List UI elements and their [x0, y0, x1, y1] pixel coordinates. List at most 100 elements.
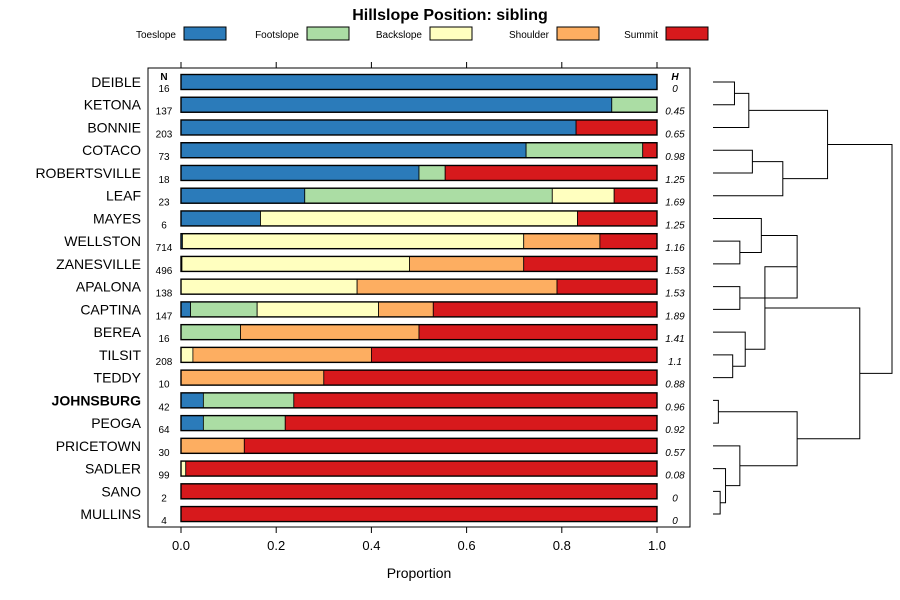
row-label-berea: BEREA — [94, 324, 142, 340]
row-label-sadler: SADLER — [85, 461, 141, 477]
bar-outline-robertsville — [180, 164, 658, 182]
row-label-apalona: APALONA — [76, 279, 142, 295]
bar-outline-berea — [180, 323, 658, 341]
bar-segment-cotaco-toeslope — [180, 142, 527, 159]
bar-segment-sano-summit — [180, 483, 658, 500]
bar-outline-mayes — [180, 210, 658, 227]
bar-outline-sano — [180, 483, 658, 500]
bar-segment-peoga-toeslope — [180, 415, 204, 432]
bar-outline-pricetown — [180, 437, 658, 455]
h-header: H — [671, 72, 679, 83]
bar-segment-tilsit-backslope — [180, 346, 194, 363]
chart-title: Hillslope Position: sibling — [352, 7, 548, 24]
count-berea: 16 — [158, 334, 170, 345]
row-label-sano: SANO — [101, 483, 141, 499]
h-value-bonnie: 0.65 — [665, 129, 685, 140]
dendrogram-link-7 — [713, 286, 741, 310]
bar-outline-captina — [180, 301, 658, 318]
h-value-cotaco: 0.98 — [665, 152, 685, 163]
x-axis: 0.0 0.2 0.4 0.6 0.8 1.0 — [172, 62, 666, 553]
bar-outline-sadler — [180, 460, 658, 477]
h-value-mayes: 1.25 — [665, 220, 685, 231]
bar-outline-apalona — [180, 278, 658, 295]
row-label-bonnie: BONNIE — [87, 119, 141, 135]
h-value-apalona: 1.53 — [665, 289, 685, 300]
legend-label-toeslope: Toeslope — [136, 30, 176, 41]
bar-outline-tilsit — [180, 346, 658, 364]
bar-segment-captina-shoulder — [378, 301, 434, 318]
bar-outline-mullins — [180, 505, 658, 523]
row-label-captina: CAPTINA — [80, 301, 141, 317]
bar-segment-peoga-footslope — [202, 415, 286, 432]
count-header: N — [160, 72, 167, 83]
bar-segment-mayes-toeslope — [180, 210, 261, 227]
count-sadler: 99 — [158, 471, 170, 482]
h-value-mullins: 0 — [672, 516, 678, 527]
row-label-mayes: MAYES — [93, 210, 141, 226]
dendrogram-link-10 — [713, 331, 746, 367]
x-tick-label-0-2: 0.2 — [267, 538, 285, 553]
bar-segment-cotaco-footslope — [525, 142, 644, 159]
row-labels: DEIBLE KETONA BONNIE COTACO ROBERTSVILLE LEAF… — [35, 74, 141, 522]
count-robertsville: 18 — [158, 175, 170, 186]
count-cotaco: 73 — [158, 152, 170, 163]
bar-segment-johnsburg-summit — [293, 392, 658, 409]
count-deible: 16 — [158, 84, 170, 95]
row-label-wellston: WELLSTON — [64, 233, 141, 249]
bar-segment-robertsville-toeslope — [180, 165, 420, 181]
h-value-johnsburg: 0.96 — [665, 402, 685, 413]
bar-segment-leaf-toeslope — [180, 187, 306, 204]
bar-segment-robertsville-footslope — [418, 165, 446, 181]
dendrogram-link-18 — [827, 144, 893, 374]
legend-swatch-toeslope — [183, 26, 227, 41]
bar-segment-bonnie-toeslope — [180, 119, 577, 136]
bar-segment-captina-toeslope — [180, 301, 191, 318]
dendrogram-link-15 — [713, 445, 741, 487]
bar-segment-berea-footslope — [180, 324, 241, 341]
h-value-peoga: 0.92 — [665, 425, 685, 436]
bar-segment-sadler-backslope — [180, 460, 187, 477]
bar-segment-mayes-summit — [577, 210, 658, 227]
bar-segment-pricetown-summit — [243, 437, 658, 454]
dendrogram-link-4 — [748, 109, 829, 180]
h-value-zanesville: 1.53 — [665, 266, 685, 277]
sample-counts: 1613720373182367144961381471620810426430… — [156, 84, 173, 527]
row-label-leaf: LEAF — [106, 188, 141, 204]
count-apalona: 138 — [156, 289, 173, 300]
count-sano: 2 — [161, 493, 167, 504]
dendrogram-link-16 — [718, 411, 798, 467]
count-tilsit: 208 — [156, 357, 173, 368]
count-captina: 147 — [156, 311, 173, 322]
dendrogram-link-1 — [713, 92, 750, 128]
bar-segment-tilsit-summit — [370, 346, 658, 363]
h-value-robertsville: 1.25 — [665, 175, 685, 186]
bar-segment-berea-shoulder — [240, 324, 420, 341]
dendrogram-link-3 — [713, 161, 784, 197]
plot-panel — [147, 67, 691, 528]
bar-segment-apalona-backslope — [180, 278, 358, 295]
bar-segment-ketona-footslope — [611, 96, 658, 113]
bar-outline-leaf — [180, 187, 658, 204]
x-tick-label-0-4: 0.4 — [362, 538, 380, 553]
bar-segment-bonnie-summit — [575, 119, 658, 136]
count-mayes: 6 — [161, 220, 167, 231]
dendrogram-link-17 — [764, 307, 861, 440]
x-tick-label-0-6: 0.6 — [458, 538, 476, 553]
h-values: 0 0.45 0.65 0.98 1.25 1.69 1.25 1.16 1.53 1.53 1.8… — [665, 84, 685, 527]
count-ketona: 137 — [156, 107, 173, 118]
bar-segment-wellston-backslope — [182, 233, 525, 250]
legend: Toeslope Footslope Backslope Shoulder Summit — [136, 26, 709, 41]
count-bonnie: 203 — [156, 129, 173, 140]
dendrogram-link-9 — [713, 354, 734, 379]
legend-label-shoulder: Shoulder — [509, 30, 550, 41]
row-label-zanesville: ZANESVILLE — [56, 256, 141, 272]
h-value-tilsit: 1.1 — [668, 357, 682, 368]
h-value-leaf: 1.69 — [665, 198, 685, 209]
bar-outline-deible — [180, 73, 658, 91]
dendrogram — [713, 81, 893, 515]
count-zanesville: 496 — [156, 266, 173, 277]
h-value-berea: 1.41 — [665, 334, 684, 345]
row-label-deible: DEIBLE — [91, 74, 141, 90]
bar-segment-zanesville-shoulder — [409, 256, 525, 272]
